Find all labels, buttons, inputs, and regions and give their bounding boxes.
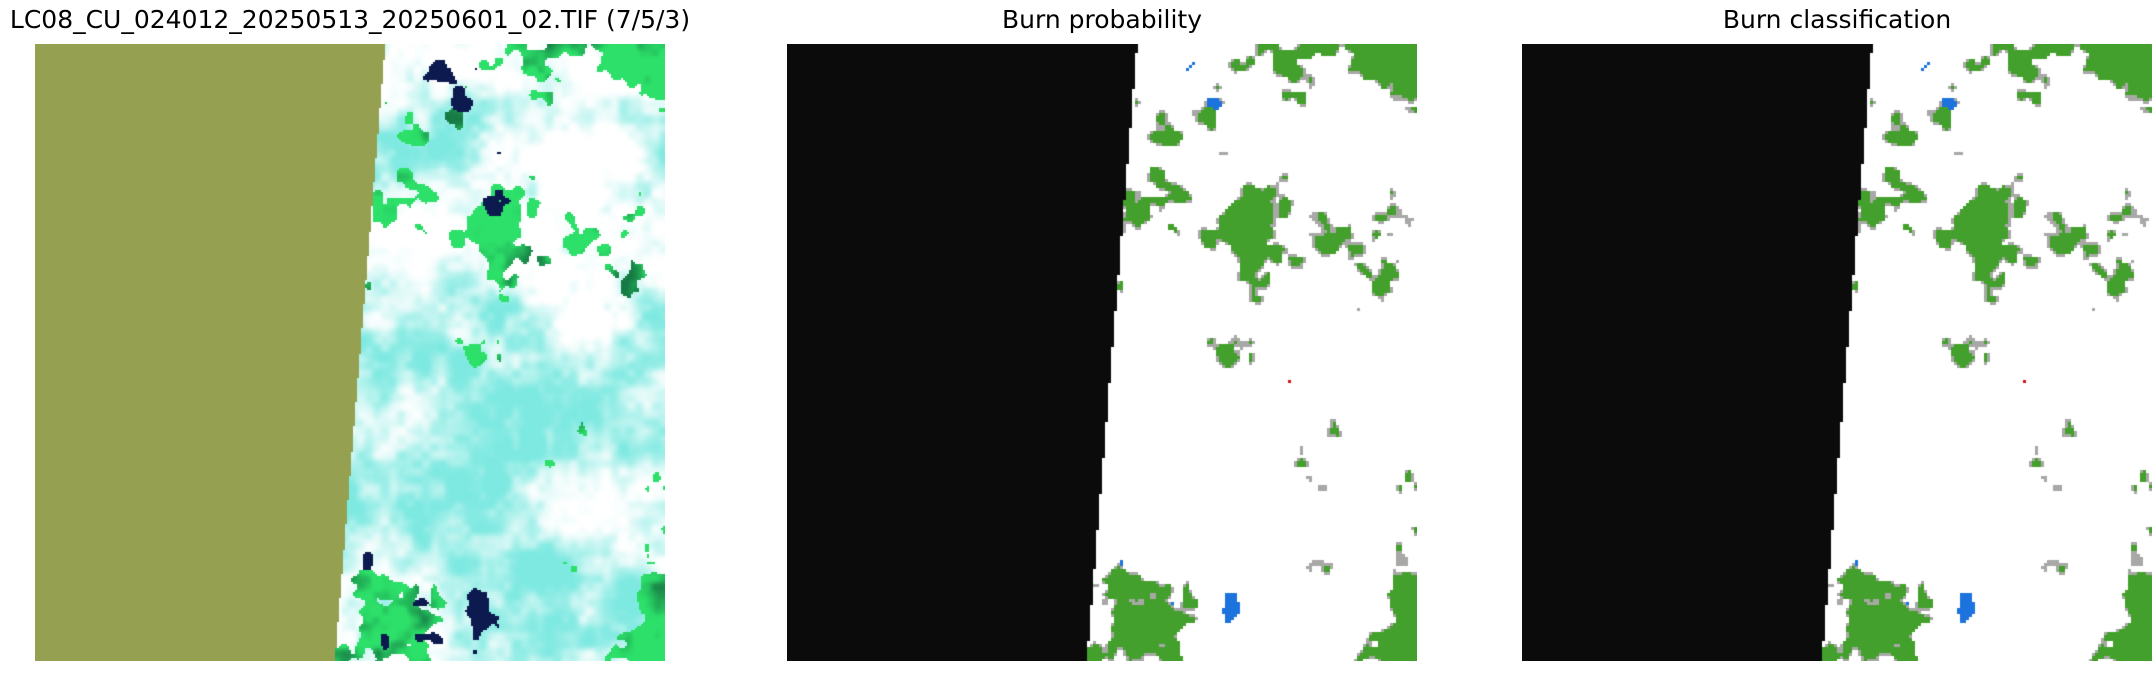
landsat-false-color-image	[35, 44, 665, 661]
panel-title-burn-probability: Burn probability	[1001, 5, 1203, 34]
panel-title-burn-classification: Burn classification	[1722, 5, 1952, 34]
burn-classification-map	[1522, 44, 2152, 661]
panel-title-landsat: LC08_CU_024012_20250513_20250601_02.TIF …	[9, 5, 691, 34]
burn-probability-map	[787, 44, 1417, 661]
